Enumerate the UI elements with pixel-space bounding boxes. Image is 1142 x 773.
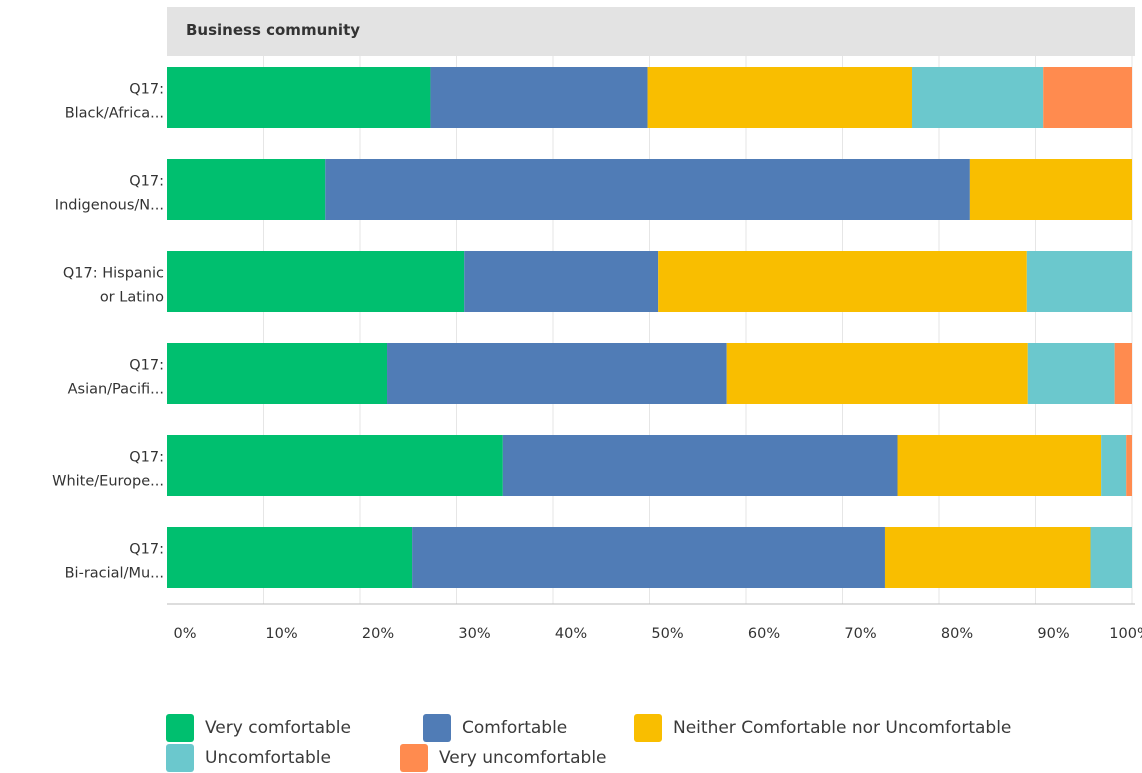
gridlines xyxy=(263,56,1133,604)
bar-segment[interactable] xyxy=(1101,435,1127,496)
bar-segment[interactable] xyxy=(167,251,465,312)
bar-segment[interactable] xyxy=(1114,343,1132,404)
bar-segment[interactable] xyxy=(430,67,648,128)
x-tick-label: 80% xyxy=(941,626,973,642)
x-tick-label: 70% xyxy=(844,626,876,642)
chart-title: Business community xyxy=(186,21,360,39)
legend-item[interactable]: Very comfortable xyxy=(166,713,351,743)
category-label: Q17: Indigenous/N... xyxy=(55,174,164,214)
x-tick-label: 30% xyxy=(458,626,490,642)
x-tick-label: 20% xyxy=(362,626,394,642)
legend-item[interactable]: Neither Comfortable nor Uncomfortable xyxy=(634,713,1011,743)
bar-segment[interactable] xyxy=(647,67,912,128)
category-label: Q17: Hispanic or Latino xyxy=(63,266,164,306)
facet-header xyxy=(167,7,1135,56)
bar-segment[interactable] xyxy=(1043,67,1132,128)
category-label: Q17: Black/Africa... xyxy=(65,82,164,122)
x-tick-label: 40% xyxy=(555,626,587,642)
legend-item[interactable]: Uncomfortable xyxy=(166,743,331,773)
bar-segment[interactable] xyxy=(167,343,388,404)
bar-segment[interactable] xyxy=(1026,251,1132,312)
bar-segment[interactable] xyxy=(911,67,1044,128)
bar-segment[interactable] xyxy=(387,343,727,404)
legend-label: Neither Comfortable nor Uncomfortable xyxy=(673,718,1012,738)
legend-label: Very comfortable xyxy=(205,718,351,738)
category-labels: Q17: Black/Africa... Q17: Indigenous/N... Q1… xyxy=(52,82,164,582)
bar-segment[interactable] xyxy=(325,159,970,220)
legend-swatch xyxy=(400,744,428,772)
x-tick-label: 100% xyxy=(1109,626,1142,642)
legend-swatch xyxy=(166,714,194,742)
x-tick-label: 50% xyxy=(651,626,683,642)
bar-segment[interactable] xyxy=(658,251,1027,312)
x-axis-ticks: 0% 10% 20% 30% 40% 50% 60% 70% 80% 90% 100% xyxy=(173,626,1142,642)
legend-label: Very uncomfortable xyxy=(439,748,607,768)
legend-swatch xyxy=(166,744,194,772)
bar-segment[interactable] xyxy=(969,159,1132,220)
bar-segment[interactable] xyxy=(412,527,885,588)
x-tick-label: 0% xyxy=(173,626,196,642)
bar-segment[interactable] xyxy=(167,159,326,220)
bar-segment[interactable] xyxy=(167,67,431,128)
bar-segment[interactable] xyxy=(1126,435,1132,496)
bar-segment[interactable] xyxy=(884,527,1091,588)
bar-segment[interactable] xyxy=(502,435,898,496)
x-tick-label: 90% xyxy=(1037,626,1069,642)
bar-segment[interactable] xyxy=(726,343,1028,404)
bar-segment[interactable] xyxy=(897,435,1102,496)
legend-item[interactable]: Comfortable xyxy=(423,713,567,743)
x-tick-label: 10% xyxy=(265,626,297,642)
category-label: Q17: Asian/Pacifi... xyxy=(68,358,164,398)
category-label: Q17: Bi-racial/Mu... xyxy=(65,542,164,582)
bar-segment[interactable] xyxy=(1027,343,1115,404)
legend-label: Comfortable xyxy=(462,718,568,738)
category-label: Q17: White/Europe... xyxy=(52,450,164,490)
bar-segment[interactable] xyxy=(167,435,503,496)
legend-swatch xyxy=(423,714,451,742)
bar-segment[interactable] xyxy=(167,527,413,588)
legend-label: Uncomfortable xyxy=(205,748,331,768)
bar-segment[interactable] xyxy=(1090,527,1132,588)
legend-swatch xyxy=(634,714,662,742)
legend-item[interactable]: Very uncomfortable xyxy=(400,743,607,773)
x-tick-label: 60% xyxy=(748,626,780,642)
bars xyxy=(167,67,1132,588)
bar-segment[interactable] xyxy=(464,251,659,312)
